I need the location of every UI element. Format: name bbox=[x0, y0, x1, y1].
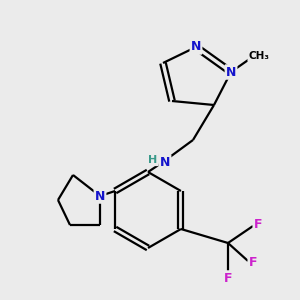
Text: F: F bbox=[249, 256, 257, 269]
Text: CH₃: CH₃ bbox=[248, 51, 269, 61]
Text: N: N bbox=[95, 190, 105, 202]
Text: F: F bbox=[224, 272, 232, 284]
Text: F: F bbox=[254, 218, 262, 230]
Text: N: N bbox=[191, 40, 201, 53]
Text: N: N bbox=[160, 155, 170, 169]
Text: N: N bbox=[226, 65, 236, 79]
Text: H: H bbox=[148, 155, 158, 165]
